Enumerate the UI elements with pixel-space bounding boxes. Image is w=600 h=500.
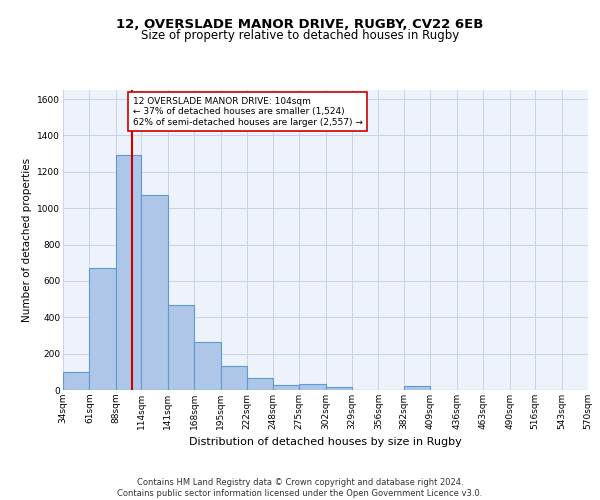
Y-axis label: Number of detached properties: Number of detached properties: [22, 158, 32, 322]
Bar: [325, 388, 352, 390]
Text: Contains HM Land Registry data © Crown copyright and database right 2024.
Contai: Contains HM Land Registry data © Crown c…: [118, 478, 482, 498]
Bar: [89, 268, 116, 390]
Text: 12, OVERSLADE MANOR DRIVE, RUGBY, CV22 6EB: 12, OVERSLADE MANOR DRIVE, RUGBY, CV22 6…: [116, 18, 484, 30]
Bar: [247, 378, 272, 390]
Bar: [272, 384, 299, 390]
Bar: [116, 156, 142, 390]
Text: Size of property relative to detached houses in Rugby: Size of property relative to detached ho…: [141, 29, 459, 42]
Bar: [221, 366, 247, 390]
Bar: [194, 342, 221, 390]
X-axis label: Distribution of detached houses by size in Rugby: Distribution of detached houses by size …: [189, 438, 462, 448]
Bar: [404, 386, 430, 390]
Bar: [142, 196, 168, 390]
Bar: [63, 372, 89, 390]
Text: 12 OVERSLADE MANOR DRIVE: 104sqm
← 37% of detached houses are smaller (1,524)
62: 12 OVERSLADE MANOR DRIVE: 104sqm ← 37% o…: [133, 97, 362, 126]
Bar: [168, 306, 194, 390]
Bar: [299, 384, 325, 390]
